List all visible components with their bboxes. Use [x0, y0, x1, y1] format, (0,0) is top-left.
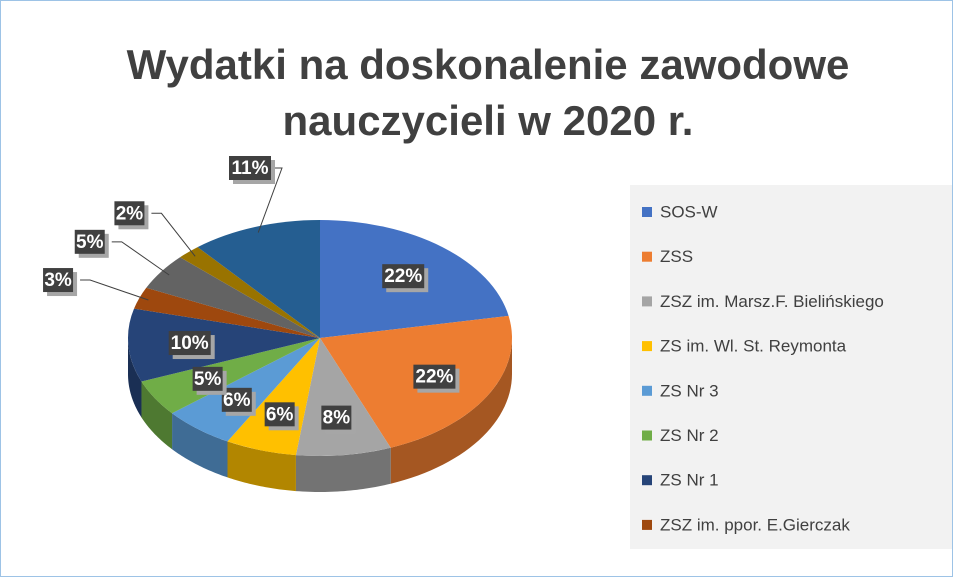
legend-swatch	[642, 430, 652, 441]
pie-side	[227, 441, 296, 492]
leader-line	[111, 241, 170, 276]
label-box	[221, 387, 252, 412]
label-box	[74, 229, 105, 254]
legend-label: ZSS	[660, 247, 693, 266]
legend-label: ZS Nr 1	[660, 471, 719, 490]
data-label: 22%	[415, 367, 453, 388]
label-box	[192, 366, 223, 391]
label-box	[114, 201, 145, 226]
label-box	[43, 268, 74, 293]
legend-label: ZS im. Wl. St. Reymonta	[660, 337, 847, 356]
pie-side	[172, 413, 228, 478]
pie-side	[128, 338, 142, 418]
pie-side	[141, 381, 173, 450]
legend-swatch	[642, 385, 652, 396]
label-box	[321, 405, 352, 430]
legend-label: ZS Nr 2	[660, 426, 719, 445]
pie-slice	[180, 247, 320, 338]
leader-line	[80, 279, 149, 301]
data-label: 22%	[384, 266, 422, 287]
legend-box	[630, 185, 952, 549]
pie-side	[295, 447, 391, 492]
legend-swatch	[642, 475, 652, 486]
data-label: 5%	[76, 232, 104, 253]
legend-label: ZSZ im. ppor. E.Gierczak	[660, 515, 850, 534]
legend-label: ZSZ im. Marsz.F. Bielińskiego	[660, 292, 884, 311]
label-box	[168, 331, 211, 356]
data-label: 6%	[223, 390, 251, 411]
pie-slice	[295, 338, 391, 456]
legend-swatch	[642, 296, 652, 307]
pie-slice	[146, 257, 320, 338]
label-box	[229, 156, 271, 180]
data-label: 3%	[44, 270, 72, 291]
data-label: 10%	[171, 333, 209, 354]
label-box	[382, 264, 425, 289]
legend-label: ZS Nr 3	[660, 381, 719, 400]
label-box	[264, 402, 295, 427]
chart-title: Wydatki na doskonalenie zawodowe	[127, 41, 850, 88]
label-box	[413, 364, 456, 389]
legend-swatch	[642, 341, 652, 352]
legend-label: SOS-W	[660, 202, 718, 221]
pie-slice	[134, 287, 320, 338]
legend-swatch	[642, 519, 652, 530]
chart-title: nauczycieli w 2020 r.	[283, 97, 694, 144]
data-label: 5%	[194, 369, 222, 390]
data-label: 2%	[116, 203, 144, 224]
pie-slice	[128, 308, 320, 382]
data-label: 8%	[323, 408, 351, 429]
leader-line	[257, 167, 283, 233]
pie-slice	[197, 220, 320, 338]
pie-side	[390, 338, 512, 484]
data-label: 11%	[232, 158, 269, 179]
data-label: 6%	[266, 404, 294, 425]
leader-line	[151, 212, 196, 257]
legend-swatch	[642, 251, 652, 262]
pie-slice	[141, 338, 320, 414]
legend-swatch	[642, 207, 652, 217]
